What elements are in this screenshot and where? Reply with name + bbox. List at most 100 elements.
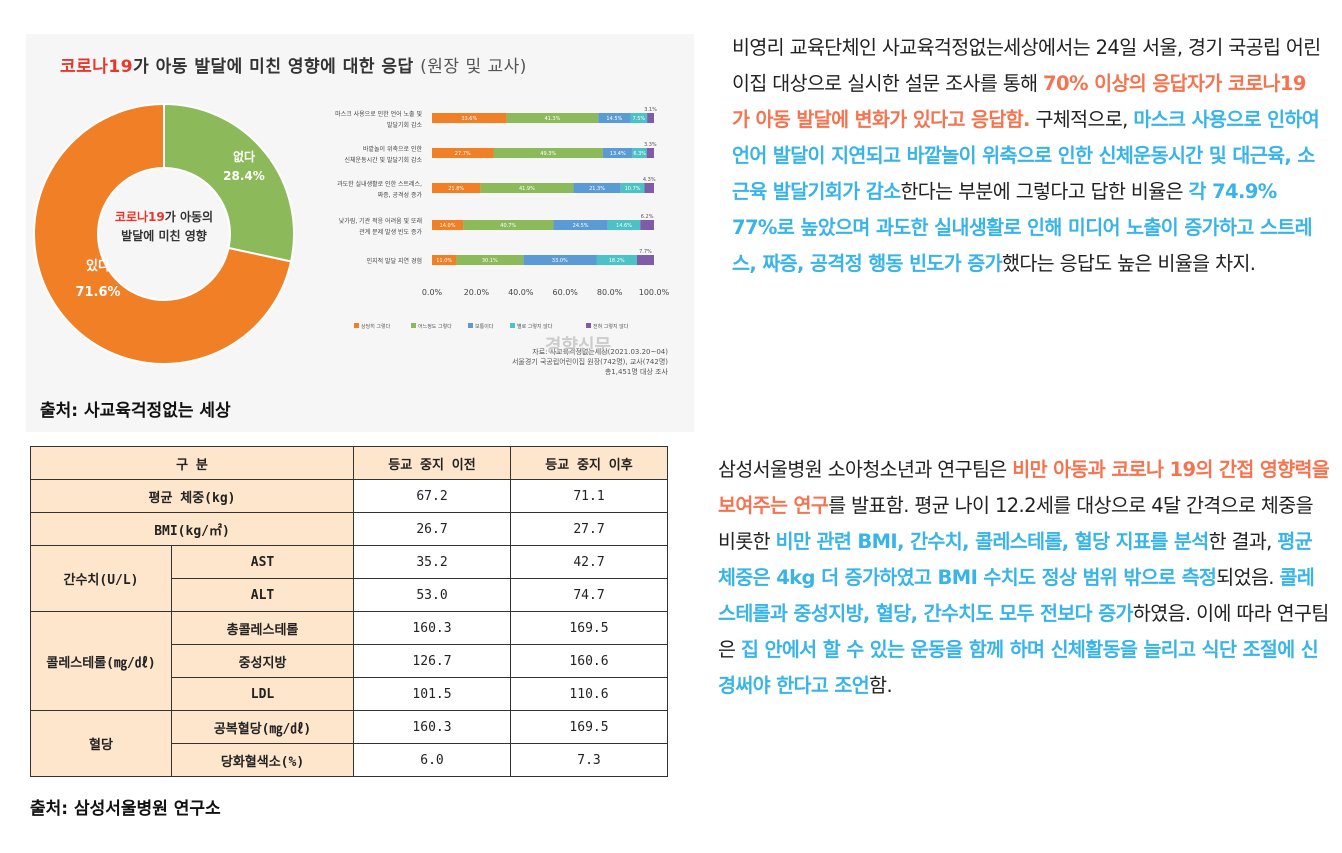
footnote-line: 서울경기 국공립어린이집 원장(742명), 교사(742명): [512, 357, 668, 366]
value-after: 42.7: [510, 545, 668, 579]
bar-segment: [432, 255, 457, 265]
bar-segment: [647, 113, 654, 123]
bar-segment: [646, 148, 654, 158]
bar-value-label: 21.3%: [589, 186, 605, 192]
bar-value-label: 49.3%: [540, 151, 556, 157]
category-label: 짜증, 공격성 증가: [378, 191, 423, 199]
header-category: 구 분: [30, 446, 354, 480]
table-row: 혈당 공복혈당(㎎/㎗) 160.3 169.5: [30, 710, 668, 777]
bar-segment: [432, 183, 481, 193]
bar-value-label: 27.7%: [455, 151, 471, 157]
text: 했다는 응답도 높은 비율을 차지.: [1001, 252, 1256, 275]
category-label: 신체운동시간 및 발달기회 감소: [345, 156, 423, 164]
table-row: 콜레스테롤(㎎/㎗) 총콜레스테롤 160.3 169.5: [30, 611, 668, 711]
bar-segment: [480, 183, 574, 193]
bar-segment: [598, 113, 631, 123]
highlight-red: 70% 이상의 응답자가 코로나19가 아동 발달에 변화가 있다고 응답함.: [732, 72, 1306, 131]
x-tick-label: 60.0%: [552, 288, 578, 297]
bar-value-label: 41.3%: [544, 116, 560, 122]
value-after: 27.7: [510, 512, 668, 546]
bar-value-label: 18.2%: [609, 258, 625, 264]
chart-background: [26, 34, 694, 432]
text: 를 발표함. 평균 나이 12.2세를 대상으로 4달 간격으로 체중을 비롯한: [718, 494, 1314, 553]
value-after: 169.5: [510, 710, 668, 744]
chart-title: 코로나19가 아동 발달에 미친 영향에 대한 응답 (원장 및 교사): [60, 52, 527, 77]
bar-value-label: 24.5%: [573, 223, 589, 229]
bar-segment: [630, 113, 648, 123]
value-after: 74.7: [510, 578, 668, 612]
bar-value-label: 7.7%: [639, 249, 652, 255]
bar-value-label: 40.7%: [500, 223, 516, 229]
highlight-blue: 평균 체중은 4kg 더 증가하였고 BMI 수치도 정상 범위 밖으로 측정: [718, 530, 1313, 589]
value-before: 6.0: [353, 743, 511, 777]
chart-source: 출처: 사교육걱정없는 세상: [40, 401, 231, 421]
slice-label: 있다: [86, 258, 110, 274]
bar-segment: [506, 113, 599, 123]
bar-segment: [553, 220, 608, 230]
item-label: AST: [171, 545, 354, 579]
value-before: 53.0: [353, 578, 511, 612]
category-label: 바깥놀이 위축으로 인한: [363, 145, 422, 153]
bar-value-label: 41.9%: [519, 186, 535, 192]
value-after: 7.3: [510, 743, 668, 777]
value-before: 67.2: [353, 479, 511, 513]
x-tick-label: 80.0%: [597, 288, 623, 297]
text: 되었음.: [1216, 566, 1280, 589]
item-label: LDL: [171, 677, 354, 711]
table-row: BMI(kg/㎡) 26.7 27.7: [30, 512, 668, 546]
bar-segment: [602, 148, 633, 158]
table-source: 출처: 삼성서울병원 연구소: [30, 799, 221, 819]
category-label: 마스크 사용으로 인한 언어 노출 및: [335, 110, 422, 118]
bar-value-label: 3.1%: [644, 107, 657, 113]
item-label: 중성지방: [171, 644, 354, 678]
legend-swatch: [586, 323, 591, 328]
chart-card: 코로나19가 아동 발달에 미친 영향에 대한 응답 (원장 및 교사) 없다 2…: [26, 34, 694, 432]
footnote-line: 총1,451명 대상 조사: [605, 367, 669, 376]
value-before: 26.7: [353, 512, 511, 546]
chart-title-sub: (원장 및 교사): [420, 57, 527, 77]
bar-segment: [573, 183, 621, 193]
bar-segment: [636, 255, 654, 265]
text: 비영리 교육단체인 사교육걱정없는세상에서는 24일 서울, 경기 국공립 어린…: [732, 36, 1321, 95]
value-after: 71.1: [510, 479, 668, 513]
highlight-blue: 집 안에서 할 수 있는 운동을 함께 하며 신체활동을 늘리고 식단 조절에 …: [718, 638, 1319, 697]
donut-slice: [33, 102, 293, 365]
bar-segment: [456, 255, 524, 265]
legend-swatch: [468, 323, 473, 328]
legend-label: 별로 그렇지 않다: [517, 323, 553, 330]
row-label: 평균 체중(kg): [30, 479, 354, 513]
slice-value-label: 71.6%: [75, 285, 120, 300]
bar-value-label: 14.5%: [606, 116, 622, 122]
category-label: 인지적 발달 지연 경험: [367, 257, 422, 265]
bar-value-label: 33.0%: [552, 258, 568, 264]
bar-value-label: 4.3%: [643, 177, 656, 183]
bar-value-label: 10.7%: [625, 186, 641, 192]
value-after: 110.6: [510, 677, 668, 711]
chart-title-text: 가 아동 발달에 미친 영향에 대한 응답: [133, 57, 414, 77]
bar-value-label: 6.2%: [641, 214, 654, 220]
donut-slice: [163, 102, 295, 263]
value-before: 160.3: [353, 611, 511, 645]
bar-value-label: 11.0%: [436, 258, 452, 264]
row-label: BMI(kg/㎡): [30, 512, 354, 546]
item-label: ALT: [171, 578, 354, 612]
table-card: 구 분 등교 중지 이전 등교 중지 이후 평균 체중(kg) 67.2 71.…: [30, 446, 670, 792]
category-label: 관계 문제 발생 빈도 증가: [359, 228, 422, 236]
value-before: 126.7: [353, 644, 511, 678]
table-row: 중성지방 126.7 160.6: [31, 644, 668, 678]
bar-value-label: 30.1%: [482, 258, 498, 264]
slice-label: 없다: [233, 149, 255, 164]
footnote-line: 자료: 사교육걱정없는세상(2021.03.20~04): [532, 347, 668, 356]
item-label: 당화혈색소(%): [171, 743, 354, 777]
legend-swatch: [354, 323, 359, 328]
bar-segment: [432, 148, 494, 158]
bar-value-label: 3.3%: [644, 142, 657, 148]
legend-label: 상당히 그렇다: [361, 323, 391, 330]
bar-segment: [607, 220, 641, 230]
table-header-row: 구 분 등교 중지 이전 등교 중지 이후: [30, 446, 668, 480]
donut-center-label: 발달에 미친 영향: [121, 228, 207, 243]
text: 한다는 부분에 그렇다고 답한 비율은: [900, 180, 1189, 203]
bar-segment: [463, 220, 554, 230]
highlight-blue: 각 74.9% 77%로 높았으며 과도한 실내생활로 인해 미디어 노출이 증…: [732, 180, 1313, 275]
highlight-blue: 콜레스테롤과 중성지방, 혈당, 간수치도 모두 전보다 증가: [718, 566, 1315, 625]
